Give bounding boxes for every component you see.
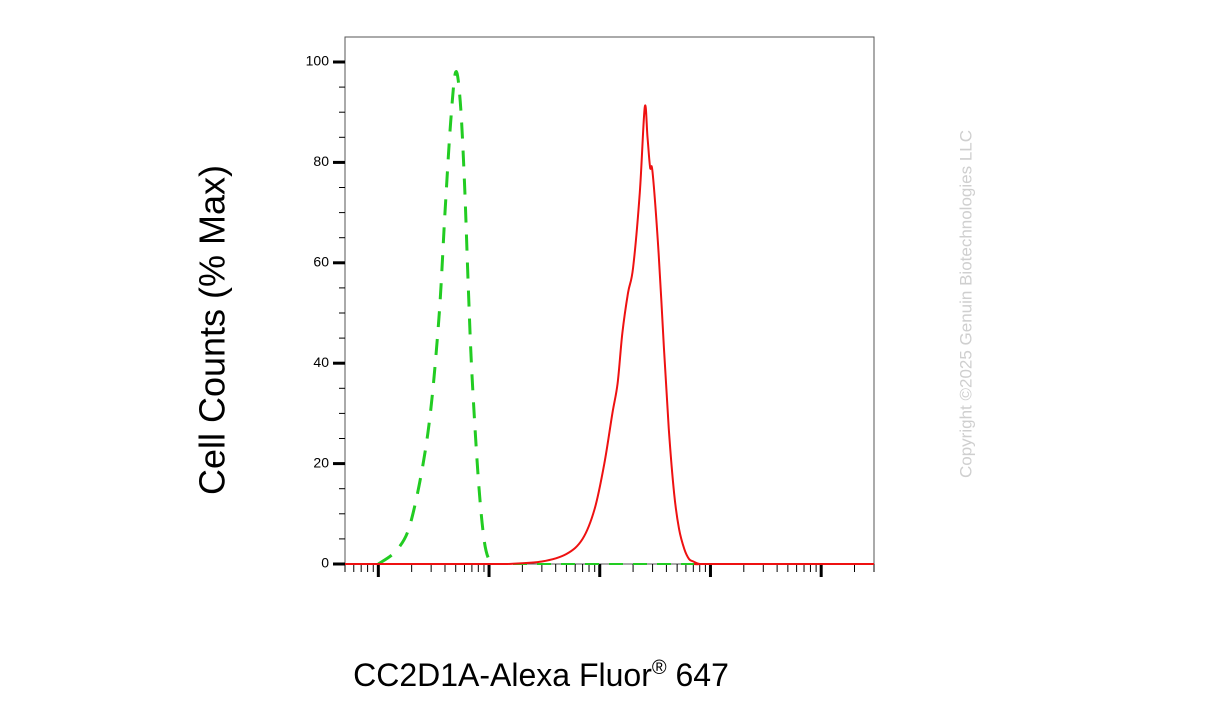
series-line-solid [508,104,874,566]
plot-frame [344,36,875,565]
y-tick-label: 60 [313,254,329,270]
y-tick-label: 20 [313,454,329,470]
y-tick-label: 80 [313,153,329,169]
y-tick-label: 0 [321,555,329,571]
x-axis-label-superscript: ® [652,657,667,679]
y-tick-label: 40 [313,354,329,370]
copyright-watermark: Copyright ©2025 Genuin Biotechnologies L… [956,130,975,478]
x-axis [344,564,875,577]
series-layer [345,70,874,566]
x-axis-label-suffix: 647 [667,657,729,693]
y-tick-label: 100 [306,53,330,69]
x-axis-label: CC2D1A-Alexa Fluor® 647 [353,657,729,693]
y-axis: 0 20 40 60 80 100 [306,53,345,571]
series-line-dashed [377,70,495,566]
y-axis-label: Cell Counts (% Max) [192,165,233,495]
x-axis-label-main: CC2D1A-Alexa Fluor [353,657,652,693]
